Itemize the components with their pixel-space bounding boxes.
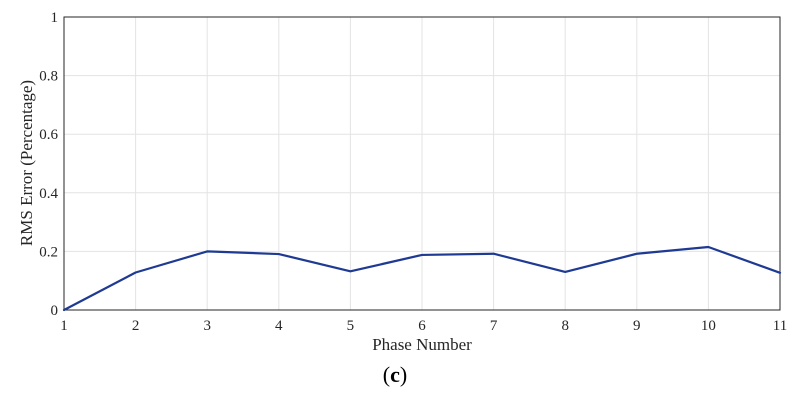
y-tick-label: 0.6 xyxy=(39,127,58,143)
y-axis-label: RMS Error (Percentage) xyxy=(17,80,36,246)
x-tick-label: 4 xyxy=(275,318,283,334)
y-tick-labels: 0 0.2 0.4 0.6 0.8 1 xyxy=(39,10,58,319)
y-tick-label: 0.2 xyxy=(39,244,58,260)
x-tick-label: 7 xyxy=(490,318,498,334)
y-tick-label: 1 xyxy=(51,10,59,26)
caption-open: ( xyxy=(382,362,391,387)
x-tick-label: 5 xyxy=(347,318,355,334)
x-tick-label: 6 xyxy=(418,318,426,334)
figure-caption: (c) xyxy=(0,362,790,388)
y-tick-label: 0 xyxy=(51,303,59,319)
x-tick-label: 9 xyxy=(633,318,641,334)
x-axis-label: Phase Number xyxy=(372,335,472,354)
series-layer xyxy=(62,245,782,312)
y-tick-label: 0.4 xyxy=(39,186,58,202)
x-tick-label: 10 xyxy=(701,318,716,334)
caption-letter: c xyxy=(390,362,400,387)
x-tick-label: 2 xyxy=(132,318,140,334)
x-tick-label: 11 xyxy=(773,318,787,334)
plot-frame xyxy=(63,16,781,311)
x-tick-labels: 1 2 3 4 5 6 7 8 9 10 11 xyxy=(60,318,787,334)
line-chart: 1 2 3 4 5 6 7 8 9 10 11 0 0.2 0.4 0.6 0.8 1 Phase Numbe… xyxy=(17,10,787,354)
y-tick-label: 0.8 xyxy=(39,69,58,85)
x-tick-label: 1 xyxy=(60,318,68,334)
caption-close: ) xyxy=(399,362,408,387)
grid-lines xyxy=(64,17,780,310)
x-tick-label: 3 xyxy=(203,318,211,334)
x-tick-label: 8 xyxy=(561,318,569,334)
